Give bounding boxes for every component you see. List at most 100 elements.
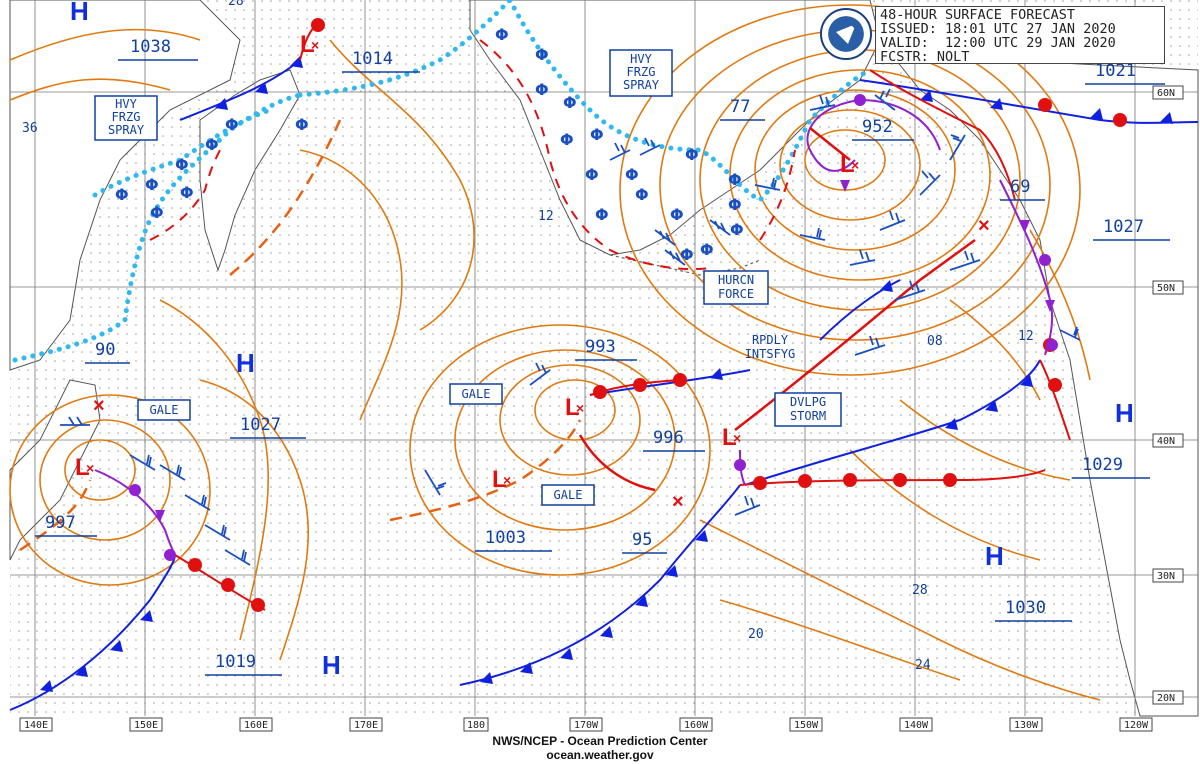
- warm-front: [739, 469, 1046, 486]
- front-triangle: [920, 90, 933, 102]
- front-bump: [943, 473, 957, 487]
- pressure-label-77: 77: [730, 97, 750, 117]
- wind-barb: [664, 249, 686, 266]
- spray-symbol: Φ: [680, 245, 694, 264]
- svg-text:×: ×: [733, 430, 741, 446]
- warning-developing-storm: DVLPG STORM: [774, 392, 842, 427]
- lon-label: 130W: [1014, 720, 1039, 731]
- wind-barbs: [60, 88, 1081, 566]
- pressure-label-1019: 1019: [215, 652, 256, 672]
- wind-barb: [879, 210, 906, 231]
- pressure-label-952: 952: [862, 117, 893, 137]
- low-center-marker: L×: [75, 454, 94, 481]
- spray-symbol: Φ: [685, 145, 699, 164]
- pressure-label-1038: 1038: [130, 37, 171, 57]
- isobar-label: 28: [228, 0, 244, 9]
- forecast-title: 48-HOUR SURFACE FORECAST: [880, 7, 1076, 23]
- low-centers: L× L× L× L× L× L× × × ×: [75, 31, 990, 513]
- lon-label: 150E: [134, 720, 158, 731]
- lon-label: 160E: [244, 720, 268, 731]
- lon-label: 150W: [794, 720, 819, 731]
- wind-barb: [184, 494, 211, 511]
- lat-label: 40N: [1157, 436, 1175, 447]
- front-triangle: [945, 418, 958, 430]
- pressure-label-1027-east: 1027: [1103, 217, 1144, 237]
- wind-barb: [609, 142, 631, 161]
- wind-barb: [224, 549, 251, 566]
- pressure-label-996: 996: [653, 428, 684, 448]
- ice-edge-bering: [507, 0, 873, 204]
- wind-barb: [1059, 326, 1081, 341]
- front-bump: [1048, 378, 1062, 392]
- lon-label: 140E: [24, 720, 48, 731]
- wind-barb: [60, 416, 90, 426]
- warning-gale-south: GALE: [541, 484, 595, 506]
- spray-symbol: Φ: [563, 93, 577, 112]
- isobar: [9, 78, 171, 101]
- front-triangle: [1045, 300, 1055, 312]
- occluded-front: [806, 98, 941, 172]
- svg-text:L: L: [565, 394, 580, 421]
- cold-front: [859, 79, 1199, 124]
- svg-text:HVY: HVY: [115, 97, 137, 111]
- high-center: H: [70, 0, 89, 26]
- storm-track: [19, 479, 92, 552]
- front-bump: [1113, 113, 1127, 127]
- svg-text:×: ×: [311, 37, 319, 53]
- spray-symbol: Φ: [585, 165, 599, 184]
- forecaster: FCSTR: NOLT: [880, 49, 970, 65]
- front-triangle: [40, 680, 53, 692]
- isobar-label: 36: [22, 121, 38, 136]
- low-center-marker: L×: [722, 424, 741, 451]
- lon-label: 170W: [574, 720, 599, 731]
- svg-text:RPDLY: RPDLY: [752, 333, 789, 347]
- pressure-label-1029: 1029: [1082, 455, 1123, 475]
- svg-text:×: ×: [86, 460, 94, 476]
- noaa-bird-icon: [836, 24, 856, 44]
- svg-text:FRZG: FRZG: [112, 110, 141, 124]
- spray-symbol: Φ: [535, 80, 549, 99]
- lat-label: 20N: [1157, 693, 1175, 704]
- front-triangle: [710, 368, 723, 380]
- spray-symbol: Φ: [595, 205, 609, 224]
- isobar: [39, 419, 171, 541]
- spray-symbol: Φ: [295, 115, 309, 134]
- svg-text:FRZG: FRZG: [627, 65, 656, 79]
- footer-agency: NWS/NCEP - Ocean Prediction Center: [492, 734, 708, 748]
- spray-symbol: Φ: [115, 185, 129, 204]
- front-bump: [753, 476, 767, 490]
- wind-barb: [919, 170, 941, 196]
- front-triangle: [1160, 112, 1173, 124]
- wind-barb: [129, 454, 156, 471]
- front-triangle: [840, 180, 850, 192]
- isobar: [849, 449, 1041, 561]
- pressure-label-1030: 1030: [1005, 598, 1046, 618]
- front-bump: [893, 473, 907, 487]
- spray-symbol: Φ: [180, 183, 194, 202]
- wind-barb: [949, 134, 966, 161]
- wind-barb: [734, 495, 761, 516]
- lon-label: 140W: [904, 720, 929, 731]
- isobar: [199, 379, 310, 661]
- lon-label: 170E: [354, 720, 378, 731]
- front-triangle: [665, 565, 678, 577]
- cold-front: [179, 59, 301, 121]
- isobar: [499, 364, 641, 476]
- spray-symbol: Φ: [730, 220, 744, 239]
- svg-text:SPRAY: SPRAY: [108, 123, 145, 137]
- wind-barb: [204, 524, 231, 541]
- front-triangle: [215, 98, 228, 110]
- isobar: [1029, 229, 1091, 381]
- high-center: H: [322, 650, 341, 680]
- front-bump: [129, 484, 141, 496]
- front-bump: [673, 373, 687, 387]
- track-arrows: [578, 127, 976, 492]
- cold-front: [9, 554, 176, 711]
- isobar: [534, 379, 616, 441]
- svg-text:L: L: [75, 454, 90, 481]
- pressure-label-1014: 1014: [352, 49, 393, 69]
- lon-label: 180: [467, 720, 485, 731]
- front-triangle: [140, 610, 153, 622]
- svg-text:L: L: [840, 151, 855, 178]
- pressure-label-1003: 1003: [485, 528, 526, 548]
